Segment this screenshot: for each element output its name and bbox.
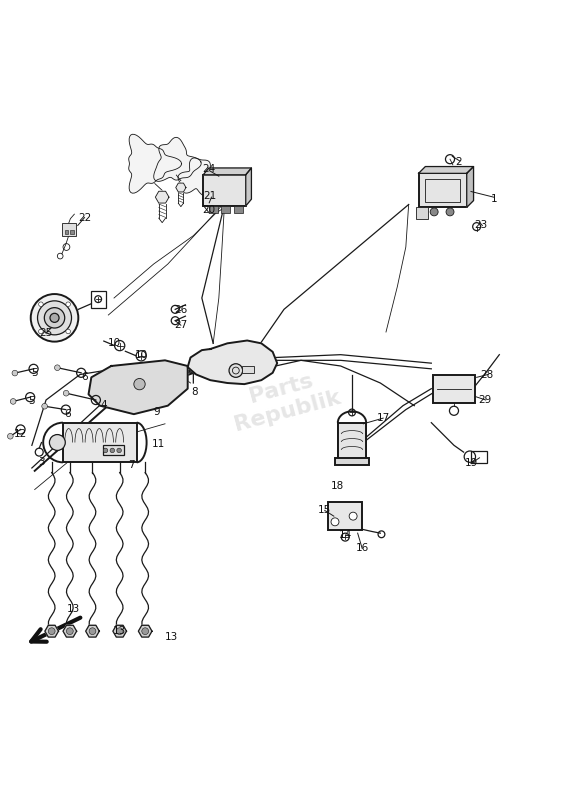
Text: 25: 25	[39, 328, 53, 338]
Bar	[70, 230, 74, 234]
Text: 13: 13	[113, 626, 126, 636]
Circle shape	[430, 208, 438, 216]
Text: 10: 10	[135, 350, 148, 360]
Text: 14: 14	[339, 530, 352, 540]
Polygon shape	[178, 158, 218, 196]
Text: 26: 26	[174, 306, 187, 315]
Polygon shape	[154, 138, 201, 182]
Bar	[328, 502, 362, 530]
Polygon shape	[419, 166, 474, 174]
Circle shape	[63, 390, 69, 396]
Text: 2: 2	[455, 157, 462, 167]
Polygon shape	[86, 626, 99, 637]
Circle shape	[142, 628, 149, 634]
Circle shape	[331, 518, 339, 526]
Bar	[241, 366, 254, 373]
Text: 16: 16	[356, 543, 369, 554]
Text: 23: 23	[474, 221, 488, 230]
Circle shape	[116, 628, 123, 634]
Text: 3: 3	[38, 458, 45, 467]
Bar	[338, 422, 366, 459]
Polygon shape	[203, 168, 252, 174]
Circle shape	[39, 302, 43, 306]
Circle shape	[229, 364, 243, 378]
Text: 13: 13	[165, 632, 178, 642]
Bar	[471, 451, 487, 463]
Circle shape	[103, 448, 108, 453]
Circle shape	[349, 512, 357, 520]
Bar	[209, 206, 218, 213]
Bar	[203, 174, 246, 206]
Bar	[103, 445, 124, 455]
Polygon shape	[187, 341, 277, 384]
Circle shape	[44, 308, 65, 328]
Text: 28: 28	[480, 370, 494, 379]
Bar	[222, 206, 231, 213]
Polygon shape	[156, 191, 169, 203]
Text: 12: 12	[14, 429, 27, 439]
Circle shape	[37, 301, 72, 335]
Polygon shape	[139, 626, 152, 637]
Text: 24: 24	[203, 164, 216, 174]
Circle shape	[66, 628, 73, 634]
Text: 5: 5	[28, 396, 35, 406]
Circle shape	[49, 434, 65, 450]
Bar	[65, 230, 68, 234]
Text: 6: 6	[81, 372, 88, 382]
Polygon shape	[89, 360, 187, 414]
Circle shape	[39, 329, 43, 334]
Polygon shape	[176, 183, 186, 192]
Circle shape	[7, 434, 13, 439]
Polygon shape	[63, 626, 77, 637]
Bar	[234, 206, 243, 213]
Text: 8: 8	[191, 386, 198, 397]
Bar	[416, 207, 428, 218]
Circle shape	[55, 365, 60, 370]
Text: 7: 7	[128, 460, 134, 470]
Bar	[425, 179, 460, 202]
Polygon shape	[467, 166, 474, 207]
Bar	[91, 290, 106, 308]
Polygon shape	[113, 626, 127, 637]
Bar	[419, 174, 467, 207]
Polygon shape	[246, 168, 252, 206]
Circle shape	[31, 294, 78, 342]
Circle shape	[42, 403, 48, 409]
Circle shape	[66, 329, 70, 334]
Polygon shape	[45, 626, 59, 637]
Circle shape	[12, 370, 18, 376]
Text: 18: 18	[331, 481, 344, 491]
Circle shape	[110, 448, 115, 453]
Bar	[433, 374, 475, 403]
Text: 19: 19	[465, 458, 478, 469]
Bar	[335, 458, 369, 465]
Circle shape	[50, 314, 59, 322]
Bar	[63, 422, 137, 462]
Circle shape	[48, 628, 55, 634]
Text: 1: 1	[490, 194, 497, 204]
Text: Parts
Republik: Parts Republik	[225, 365, 343, 435]
Text: 17: 17	[377, 413, 390, 423]
Text: 20: 20	[203, 205, 216, 215]
Text: 21: 21	[204, 191, 217, 201]
Circle shape	[89, 628, 96, 634]
Text: 10: 10	[107, 338, 120, 348]
Text: 15: 15	[318, 506, 331, 515]
Bar	[62, 223, 76, 236]
Text: 4: 4	[101, 399, 107, 410]
Circle shape	[117, 448, 122, 453]
Text: 6: 6	[64, 409, 71, 419]
Text: 29: 29	[478, 395, 492, 405]
Text: 11: 11	[152, 439, 165, 449]
Circle shape	[66, 302, 70, 306]
Text: 13: 13	[66, 603, 80, 614]
Circle shape	[446, 208, 454, 216]
Text: 22: 22	[78, 213, 91, 222]
Polygon shape	[129, 134, 182, 193]
Text: 9: 9	[153, 407, 160, 418]
Circle shape	[134, 378, 145, 390]
Text: 27: 27	[174, 320, 187, 330]
Circle shape	[10, 398, 16, 404]
Text: 5: 5	[31, 368, 38, 378]
